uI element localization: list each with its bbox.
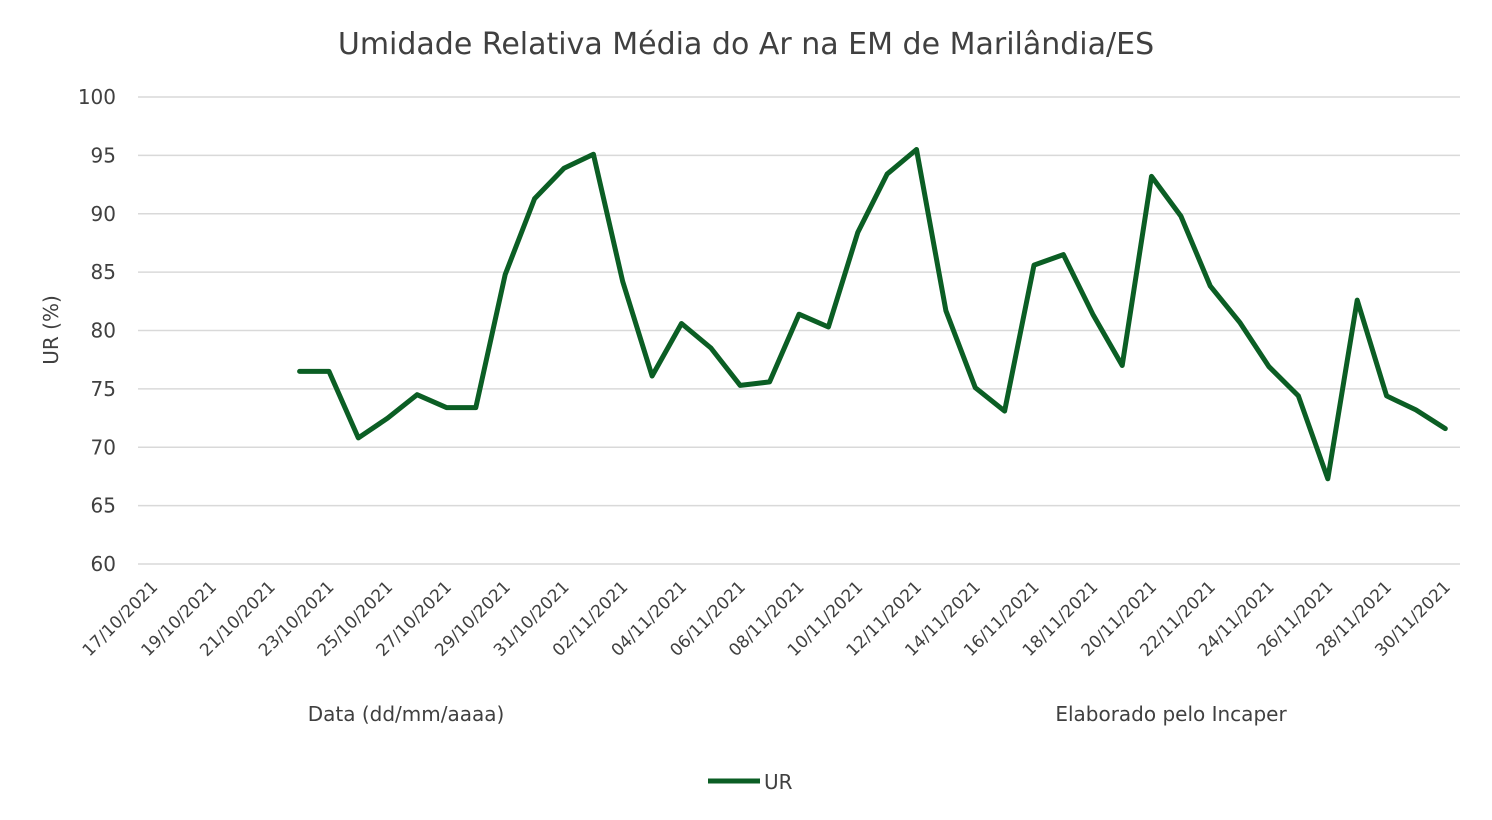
y-tick-label: 95	[91, 143, 116, 167]
y-axis-label: UR (%)	[39, 295, 63, 365]
y-tick-label: 75	[91, 377, 116, 401]
credit-note: Elaborado pelo Incaper	[1055, 702, 1287, 726]
x-axis-label: Data (dd/mm/aaaa)	[308, 702, 505, 726]
legend-label-ur: UR	[764, 770, 793, 794]
y-tick-label: 65	[91, 494, 116, 518]
y-tick-label: 70	[91, 435, 116, 459]
y-axis-ticks: 60 65 70 75 80 85 90 95 100	[78, 85, 116, 576]
y-tick-label: 85	[91, 260, 116, 284]
gridlines	[138, 96, 1460, 565]
series-line-ur	[297, 147, 1448, 482]
y-tick-label: 90	[91, 202, 116, 226]
y-tick-label: 100	[78, 85, 116, 109]
chart-title: Umidade Relativa Média do Ar na EM de Ma…	[338, 27, 1154, 62]
y-tick-label: 60	[91, 552, 116, 576]
legend: UR	[708, 770, 793, 794]
x-axis-ticks: 17/10/202119/10/202121/10/202123/10/2021…	[79, 577, 1455, 660]
y-tick-label: 80	[91, 319, 116, 343]
